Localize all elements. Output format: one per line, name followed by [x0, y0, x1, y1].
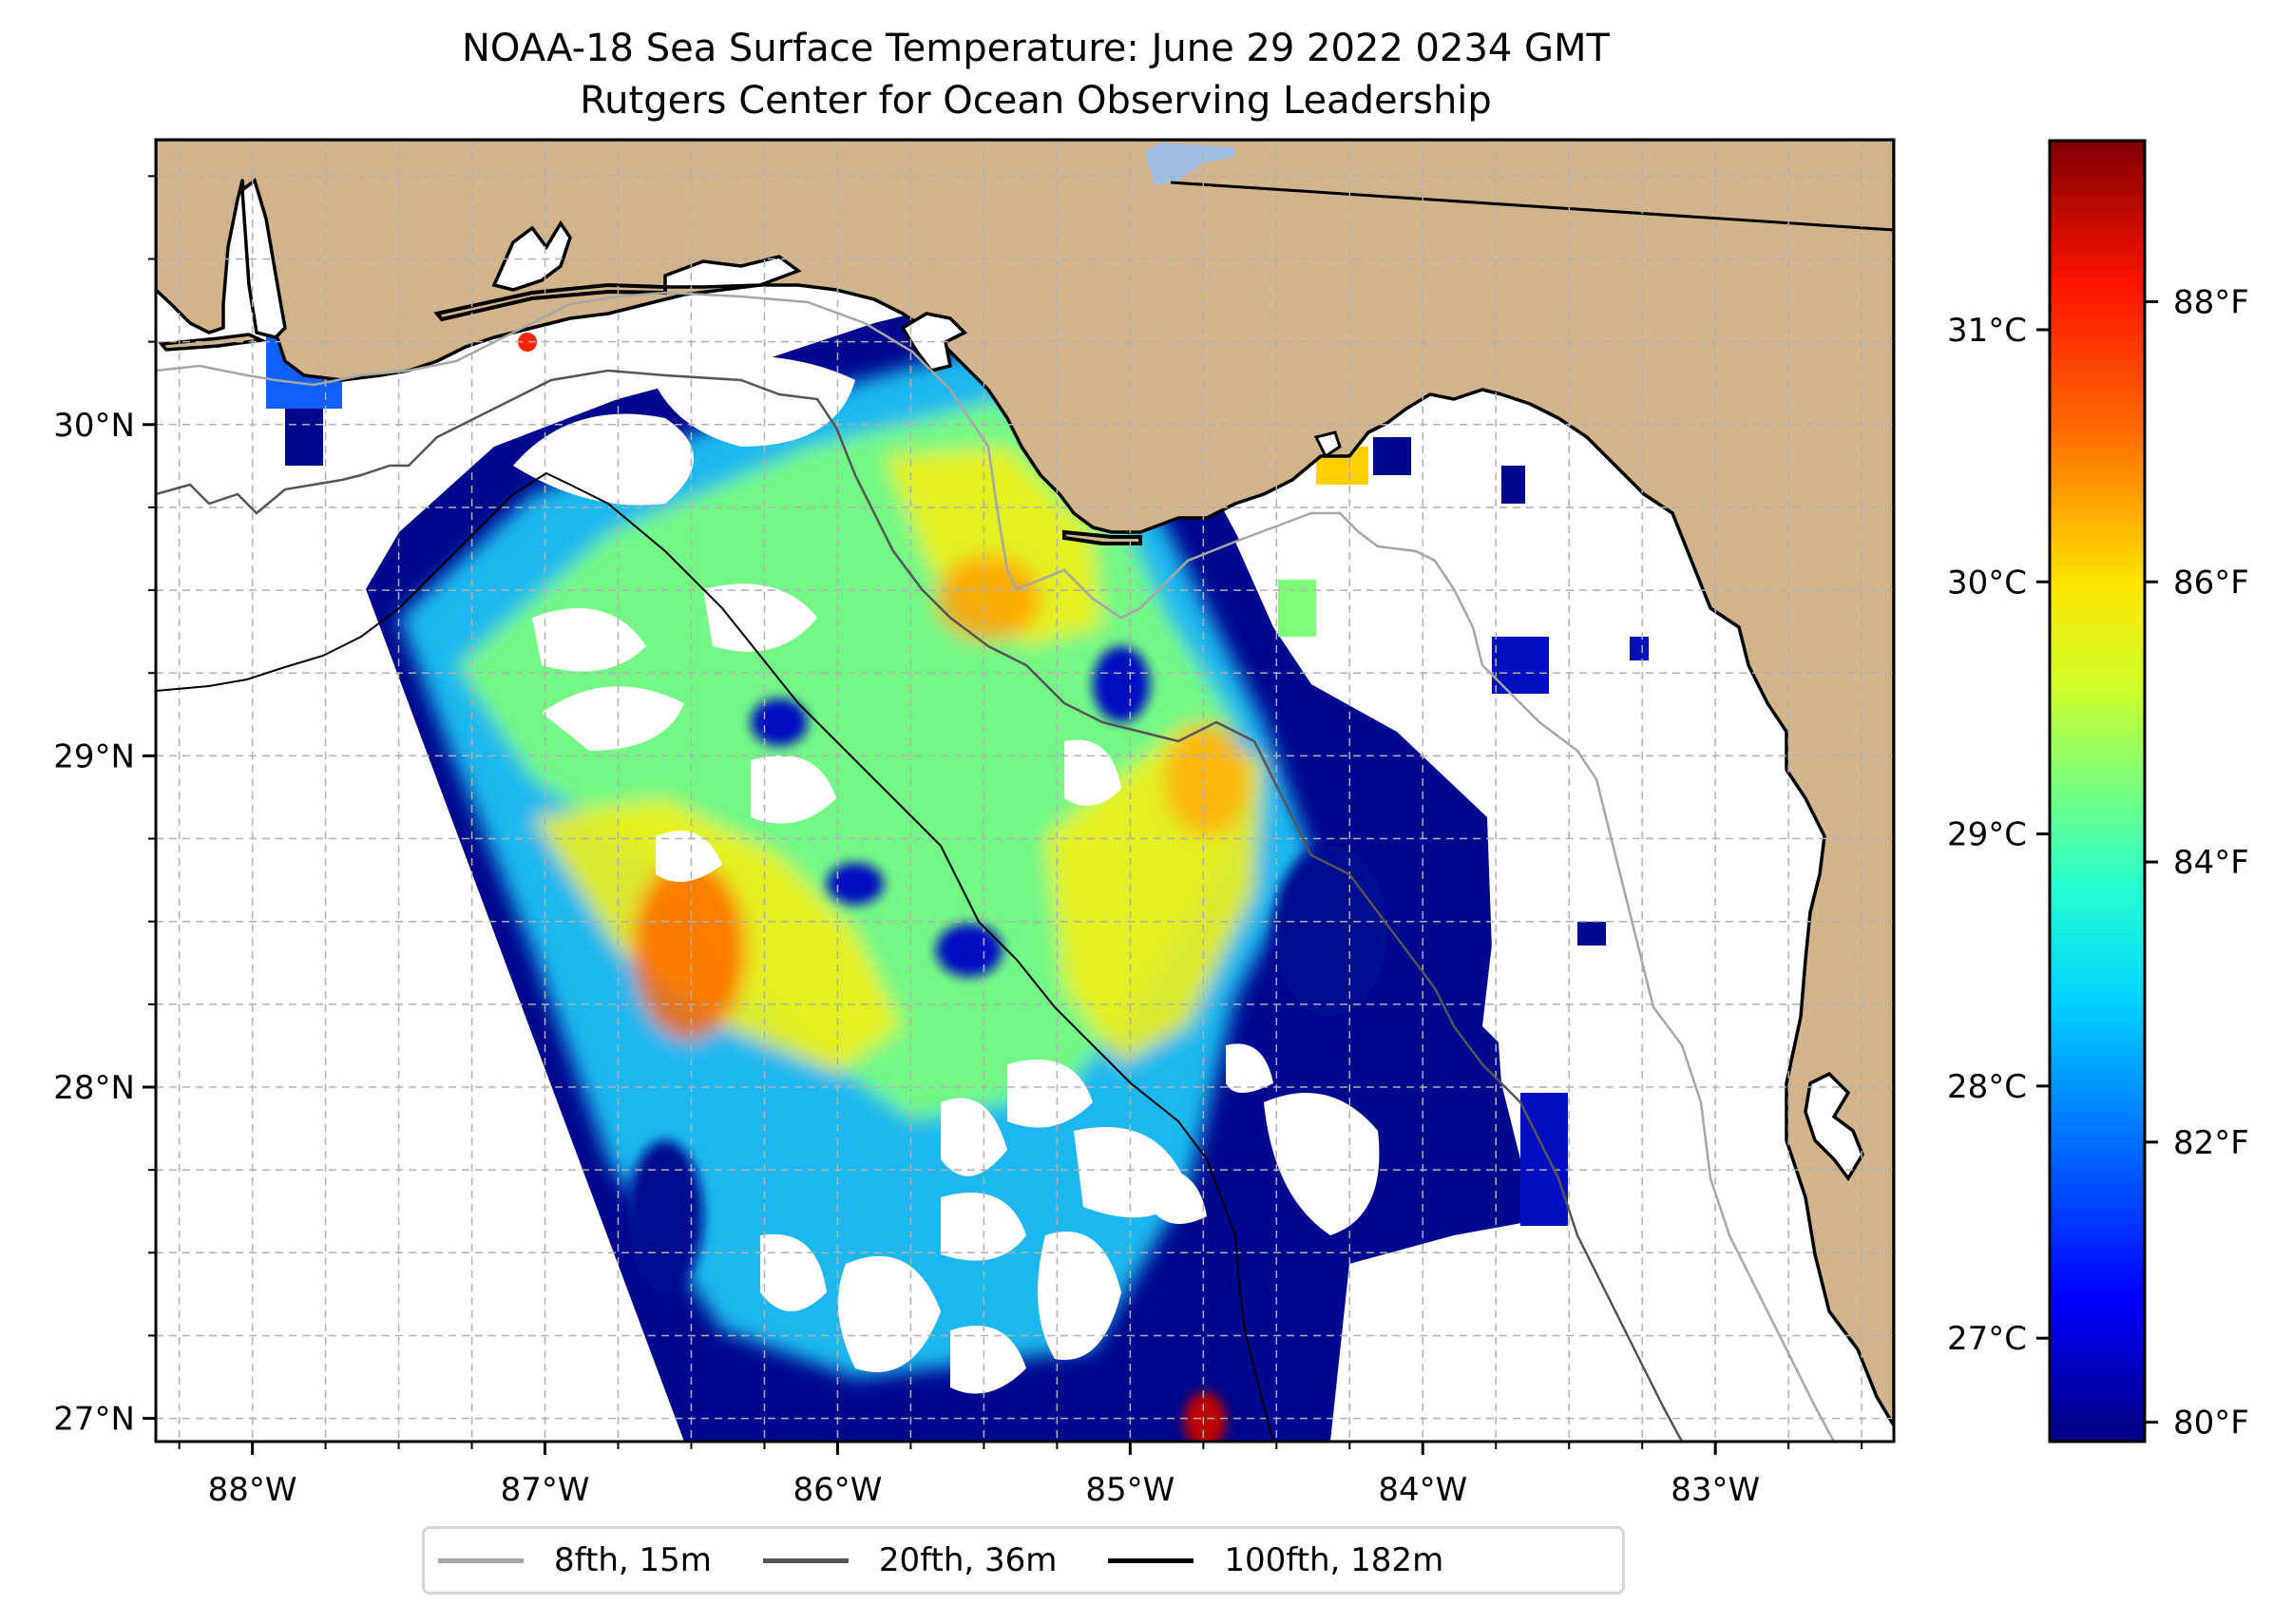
- colorbar-celsius-label: 30°C: [1947, 564, 2027, 602]
- x-tick-label: 83°W: [1671, 1471, 1760, 1509]
- tampa-bay: [1804, 1071, 1864, 1182]
- cloud-gap: [542, 686, 684, 751]
- cloud-gap: [1140, 1167, 1207, 1224]
- cloud-gap: [1038, 1232, 1121, 1361]
- chart-subtitle: Rutgers Center for Ocean Observing Leade…: [580, 79, 1492, 123]
- colorbar-celsius-label: 28°C: [1947, 1068, 2027, 1106]
- y-tick-label: 30°N: [53, 407, 135, 445]
- isobath-8fth: [156, 291, 1836, 1442]
- cloud-gap: [760, 1233, 827, 1311]
- legend-line-20fth: [762, 1557, 849, 1563]
- sst-patch: [285, 409, 323, 466]
- cloud-gap: [751, 755, 836, 824]
- cloud-gap: [838, 1255, 941, 1372]
- sst-patch: [1520, 1093, 1568, 1226]
- sst-hotspot-south: [1184, 1392, 1226, 1442]
- legend-label: 20fth, 36m: [878, 1541, 1058, 1579]
- apalachee-bay-inlet: [1313, 430, 1342, 459]
- sst-hotspot-pensacola: [518, 333, 537, 352]
- cloud-gap: [1340, 1368, 1558, 1442]
- legend-item: 20fth, 36m: [762, 1541, 1058, 1579]
- cloud-gap: [1264, 1093, 1380, 1235]
- sst-patch: [1278, 580, 1316, 637]
- colorbar-fahrenheit-label: 88°F: [2173, 284, 2249, 322]
- sst-patch: [1373, 437, 1411, 475]
- barrier-island: [1062, 529, 1142, 545]
- y-tick-label: 27°N: [53, 1401, 135, 1439]
- cloud-gap: [941, 1098, 1007, 1176]
- sst-patch: [1501, 466, 1525, 504]
- colorbar-ticks: 27°C 28°C 29°C 30°C 31°C 80°F 82°F 84°F 86°F 88°F: [1947, 284, 2249, 1442]
- x-tick-label: 88°W: [208, 1471, 297, 1509]
- pensacola-bay: [491, 220, 572, 292]
- gridlines: [156, 140, 1894, 1442]
- sst-patch: [1630, 637, 1649, 660]
- sst-patch: [1577, 922, 1606, 946]
- sst-cool-spot: [936, 924, 1003, 977]
- cloud-gap: [703, 583, 817, 652]
- cloud-gap: [950, 1326, 1026, 1394]
- sst-warm-apalachicola: [936, 556, 1041, 641]
- colorbar-fahrenheit-label: 80°F: [2173, 1404, 2249, 1442]
- chart-title: NOAA-18 Sea Surface Temperature: June 29…: [461, 27, 1610, 70]
- map-area: [156, 140, 1894, 1442]
- legend-label: 8fth, 15m: [554, 1541, 712, 1579]
- cloud-gap: [656, 831, 722, 882]
- isobath-100fth: [156, 471, 1274, 1442]
- legend-line-8fth: [438, 1557, 524, 1563]
- colorbar-celsius-label: 27°C: [1947, 1320, 2027, 1358]
- sst-cool-spot: [627, 1140, 703, 1292]
- cloud-gap: [513, 413, 694, 506]
- colorbar: [2048, 139, 2147, 1443]
- colorbar-fahrenheit-label: 82°F: [2173, 1124, 2249, 1162]
- colorbar-celsius-label: 29°C: [1947, 816, 2027, 854]
- cloud-gap-east: [1235, 361, 1894, 1442]
- cloud-gap: [1226, 1043, 1273, 1093]
- x-tick-label: 84°W: [1378, 1471, 1467, 1509]
- isobath-legend: 8fth, 15m 20fth, 36m 100fth, 182m: [422, 1526, 1625, 1595]
- sst-patch: [1492, 637, 1549, 694]
- legend-label: 100fth, 182m: [1224, 1541, 1444, 1579]
- sst-cool-spot: [1093, 646, 1150, 722]
- x-tick-label: 85°W: [1085, 1471, 1175, 1509]
- x-tick-label: 86°W: [793, 1471, 882, 1509]
- sst-warm-central: [632, 860, 746, 1041]
- y-tick-label: 28°N: [53, 1069, 135, 1107]
- colorbar-fahrenheit-label: 84°F: [2173, 844, 2249, 882]
- sst-warm-east: [1164, 722, 1250, 836]
- y-tick-label: 29°N: [53, 737, 135, 775]
- axis-ticks: 88°W 87°W 86°W 85°W 84°W 83°W 27°N 28°N 29°N 30°N: [53, 175, 1863, 1509]
- legend-item: 8fth, 15m: [438, 1541, 712, 1579]
- sst-cool-spot: [751, 698, 808, 746]
- cloud-gap: [941, 1193, 1026, 1261]
- legend-item: 100fth, 182m: [1108, 1541, 1443, 1579]
- lake: [1145, 143, 1235, 185]
- cloud-gap: [1007, 1060, 1093, 1128]
- isobath-20fth: [156, 369, 1684, 1442]
- state-border: [1170, 181, 1894, 232]
- land: [156, 140, 1894, 1427]
- legend-line-100fth: [1108, 1557, 1194, 1563]
- colorbar-celsius-label: 31°C: [1947, 312, 2027, 350]
- sst-cool-spot: [1273, 846, 1387, 1017]
- swath-west-edge-mask: [156, 140, 684, 1442]
- sst-cool-spot: [827, 863, 884, 905]
- x-tick-label: 87°W: [501, 1471, 590, 1509]
- map-frame: [154, 138, 1896, 1443]
- colorbar-fahrenheit-label: 86°F: [2173, 564, 2249, 602]
